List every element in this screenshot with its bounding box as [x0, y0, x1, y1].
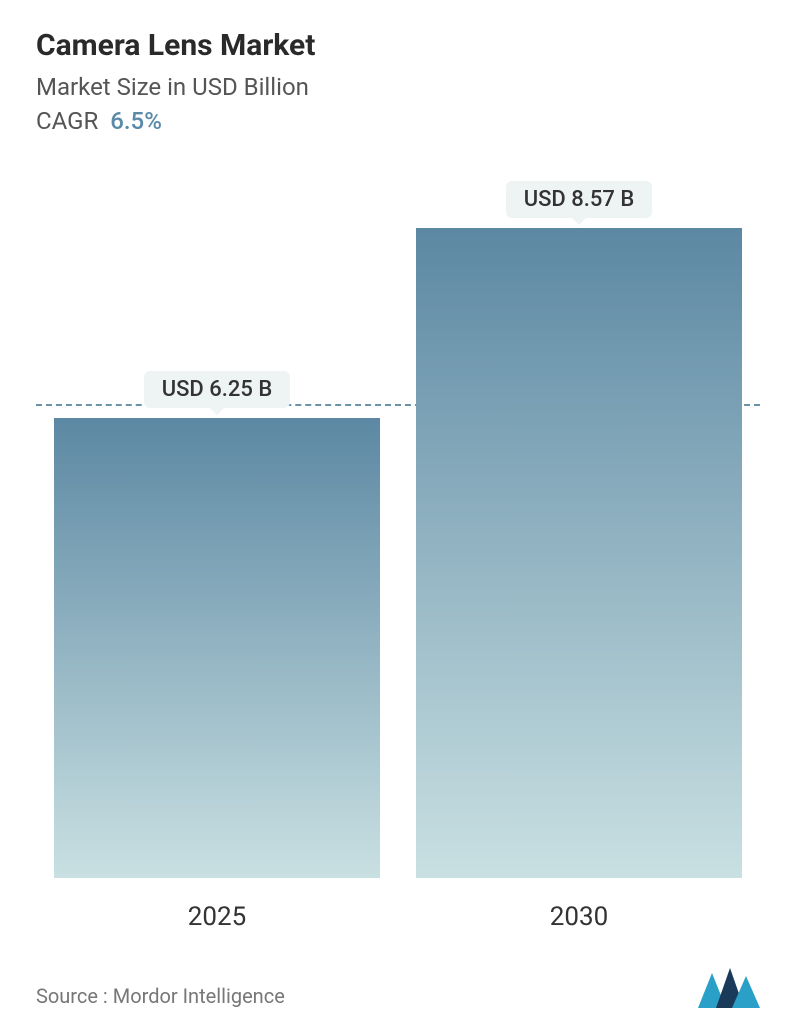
- bar-group: USD 6.25 B: [54, 371, 380, 879]
- chart-plot-area: USD 6.25 B USD 8.57 B: [36, 165, 760, 878]
- bar-group: USD 8.57 B: [416, 181, 742, 878]
- cagr-line: CAGR 6.5%: [36, 107, 760, 135]
- bar-value-label: USD 6.25 B: [144, 371, 291, 408]
- chart-title: Camera Lens Market: [36, 28, 760, 63]
- cagr-label: CAGR: [36, 107, 98, 135]
- x-axis-label: 2030: [416, 902, 742, 932]
- chart-footer: Source : Mordor Intelligence: [36, 968, 760, 1014]
- x-axis-label: 2025: [54, 902, 380, 932]
- chart-container: Camera Lens Market Market Size in USD Bi…: [0, 0, 796, 1034]
- source-text: Source : Mordor Intelligence: [36, 984, 285, 1008]
- bar: [416, 228, 742, 878]
- cagr-value: 6.5%: [110, 107, 162, 135]
- bar: [54, 418, 380, 879]
- chart-subtitle: Market Size in USD Billion: [36, 73, 760, 101]
- x-axis-labels: 2025 2030: [36, 902, 760, 932]
- bars-row: USD 6.25 B USD 8.57 B: [36, 165, 760, 878]
- bar-value-label: USD 8.57 B: [506, 181, 653, 218]
- brand-logo-icon: [698, 968, 760, 1008]
